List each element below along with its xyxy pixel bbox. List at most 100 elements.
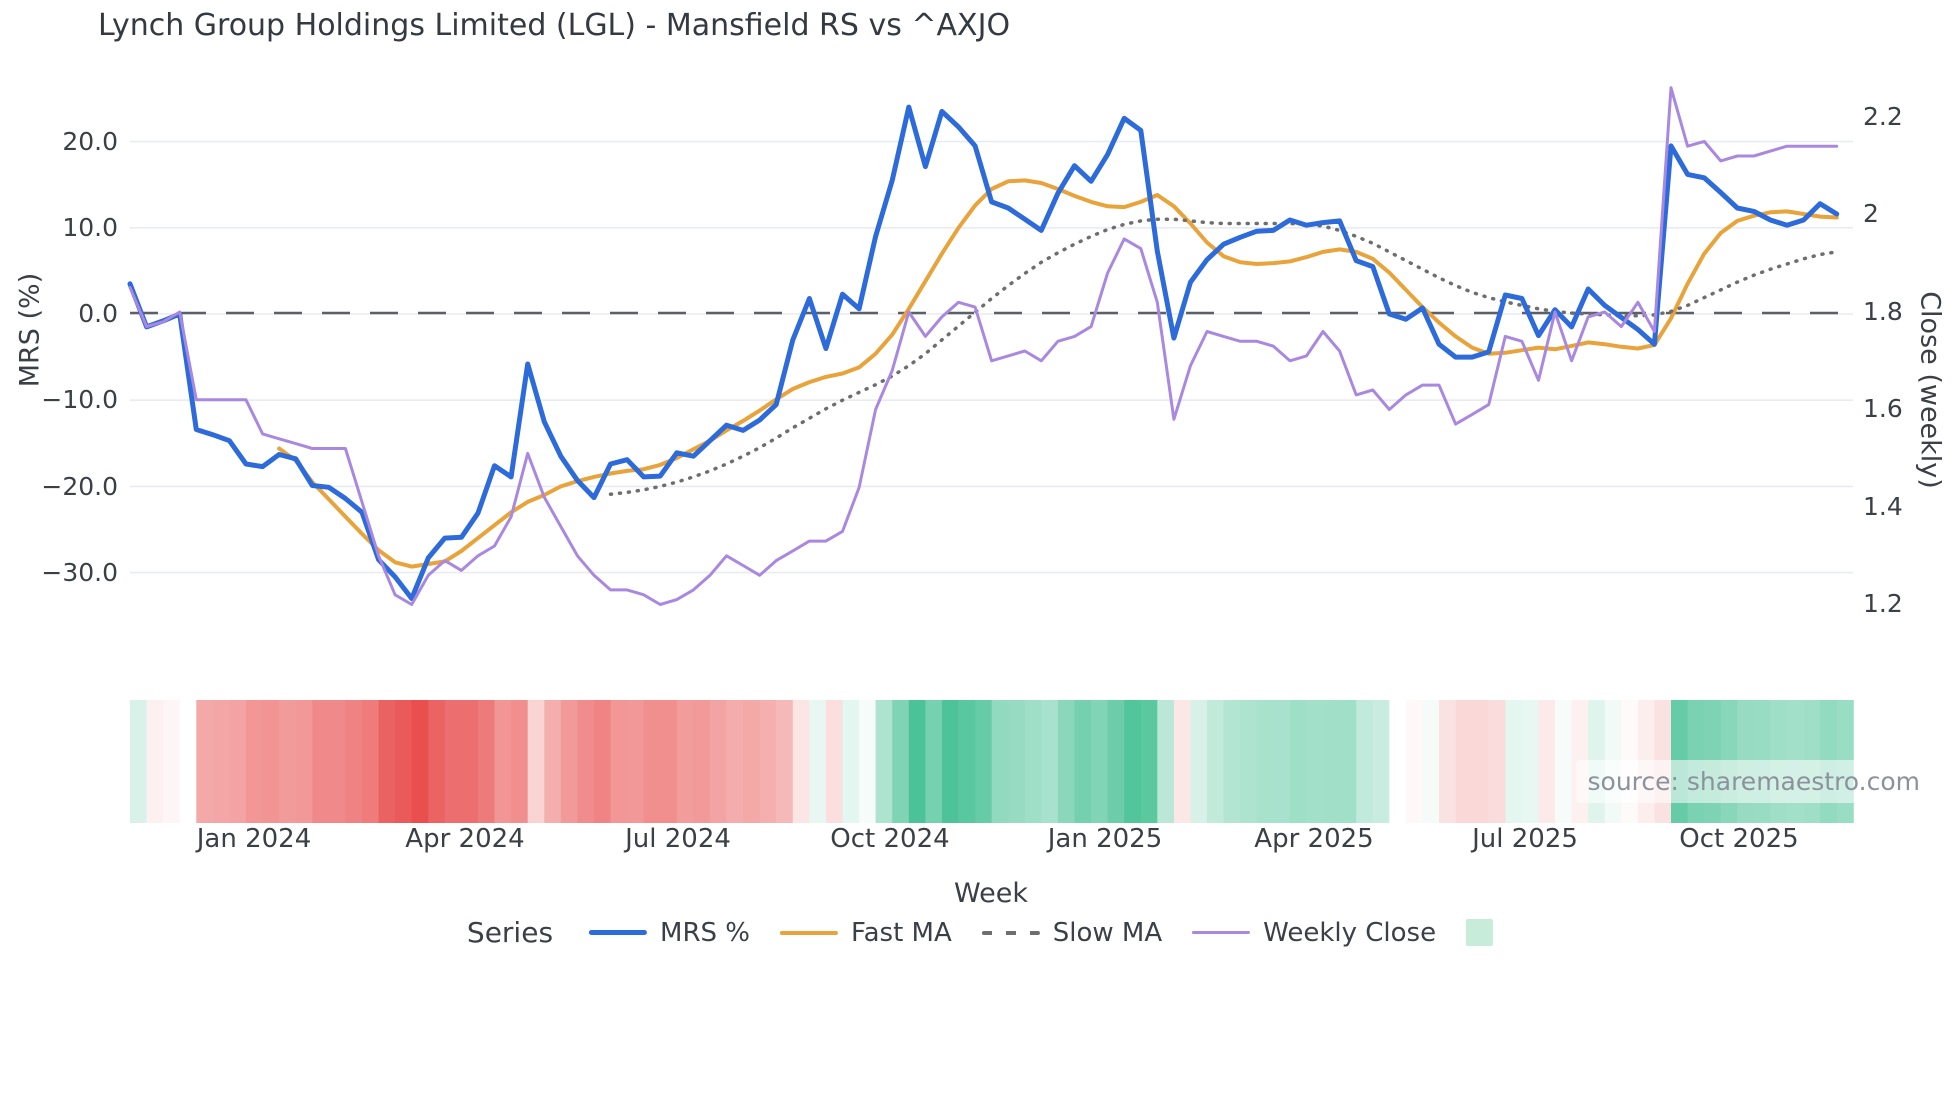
heatmap-cell (842, 700, 860, 823)
heatmap-cell (1256, 700, 1274, 823)
series-line-mrs- (127, 104, 1840, 601)
legend-item-label: Fast MA (851, 917, 952, 948)
heatmap-cell (1323, 700, 1341, 823)
right-axis-title: Close (weekly) (1914, 291, 1946, 489)
heatmap-cell (1372, 700, 1390, 823)
ytick-left-neg10: −10.0 (41, 385, 118, 414)
heatmap-cell (1389, 700, 1407, 823)
heatmap-cell (1439, 700, 1457, 823)
heatmap-cell (1273, 700, 1291, 823)
heatmap-cell (759, 700, 777, 823)
heatmap-cell (743, 700, 761, 823)
xtick-jan-2024: Jan 2024 (196, 824, 312, 854)
heatmap-cell (378, 700, 396, 823)
heatmap-cell (1356, 700, 1374, 823)
heatmap-cell (494, 700, 512, 823)
heatmap-cell (428, 700, 446, 823)
heatmap-cell (792, 700, 810, 823)
heatmap-cell (1091, 700, 1109, 823)
legend-item-label: Slow MA (1052, 917, 1163, 948)
heatmap-cell (1107, 700, 1125, 823)
heatmap-cell (295, 700, 313, 823)
heatmap-cell (146, 700, 164, 823)
heatmap-cell (1124, 700, 1142, 823)
heatmap-cell (527, 700, 545, 823)
gridlines (130, 140, 1853, 574)
heatmap-cell (643, 700, 661, 823)
heatmap-cell (478, 700, 496, 823)
legend-item-label: MRS % (660, 917, 751, 948)
heatmap-cell (958, 700, 976, 823)
heatmap-cell (908, 700, 926, 823)
heatmap-cell (1173, 700, 1191, 823)
heatmap-cell (212, 700, 230, 823)
heatmap-cell (594, 700, 612, 823)
heatmap-cell (1074, 700, 1092, 823)
heatmap-cell (1488, 700, 1506, 823)
heatmap-cell (461, 700, 479, 823)
heatmap-cell (1240, 700, 1258, 823)
ytick-left-0: 0.0 (78, 299, 118, 328)
heatmap-cell (892, 700, 910, 823)
heatmap-cell (1140, 700, 1158, 823)
heatmap-cell (726, 700, 744, 823)
ytick-left-neg30: −30.0 (41, 558, 118, 587)
heatmap-cell (1505, 700, 1523, 823)
heatmap-cell (1455, 700, 1473, 823)
heatmap-cell (1289, 700, 1307, 823)
heatmap-cell (163, 700, 181, 823)
heatmap-cell (975, 700, 993, 823)
heatmap-cell (1538, 700, 1556, 823)
heatmap-cell (444, 700, 462, 823)
heatmap-cell (693, 700, 711, 823)
weekly-close-line-swatch-icon (1192, 930, 1251, 935)
heatmap-cell (1008, 700, 1026, 823)
heatmap-cell (1306, 700, 1324, 823)
heatmap-cell (130, 700, 148, 823)
xtick-jul-2024: Jul 2024 (625, 824, 731, 854)
mrs-line-swatch-icon (589, 930, 648, 935)
ytick-left-20: 20.0 (62, 127, 118, 156)
heatmap-cell (1472, 700, 1490, 823)
xtick-jan-2025: Jan 2025 (1047, 824, 1163, 854)
heatmap-cell (1405, 700, 1423, 823)
heatmap-cell (1041, 700, 1059, 823)
heatmap-strip (130, 700, 1854, 823)
heatmap-cell (676, 700, 694, 823)
chart-title: Lynch Group Holdings Limited (LGL) - Man… (98, 8, 1011, 43)
legend-item-mrs: MRS % (589, 918, 750, 948)
ytick-left-10: 10.0 (62, 213, 118, 242)
legend-item-slow-ma: Slow MA (981, 917, 1163, 948)
heatmap-cell (710, 700, 728, 823)
ytick-right-1.4: 1.4 (1863, 492, 1903, 521)
ytick-right-2: 2 (1863, 199, 1879, 228)
legend-item-fast-ma: Fast MA (780, 918, 952, 948)
heatmap-cell (1207, 700, 1225, 823)
xtick-apr-2025: Apr 2025 (1254, 824, 1374, 854)
heatmap-cell (560, 700, 578, 823)
ytick-right-2.2: 2.2 (1863, 102, 1903, 131)
heatmap-cell (362, 700, 380, 823)
heatmap-cell (1157, 700, 1175, 823)
heatmap-cell (991, 700, 1009, 823)
heatmap-cell (312, 700, 330, 823)
xtick-oct-2025: Oct 2025 (1679, 824, 1799, 854)
slow-ma-dotted-swatch-icon (981, 930, 1040, 935)
heatmap-cell (1339, 700, 1357, 823)
heatmap-cell (925, 700, 943, 823)
xtick-jul-2025: Jul 2025 (1472, 824, 1578, 854)
legend-title: Series (466, 916, 554, 949)
source-watermark: source: sharemaestro.com (1575, 760, 1932, 803)
heatmap-cell (1223, 700, 1241, 823)
heatmap-legend-patch-icon (1466, 919, 1494, 946)
ytick-right-1.2: 1.2 (1863, 589, 1903, 618)
heatmap-cell (941, 700, 959, 823)
heatmap-cell (809, 700, 827, 823)
heatmap-cell (610, 700, 628, 823)
ytick-right-1.8: 1.8 (1863, 297, 1903, 326)
ytick-left-neg20: −20.0 (41, 472, 118, 501)
heatmap-cell (1057, 700, 1075, 823)
heatmap-cell (246, 700, 264, 823)
heatmap-cell (875, 700, 893, 823)
